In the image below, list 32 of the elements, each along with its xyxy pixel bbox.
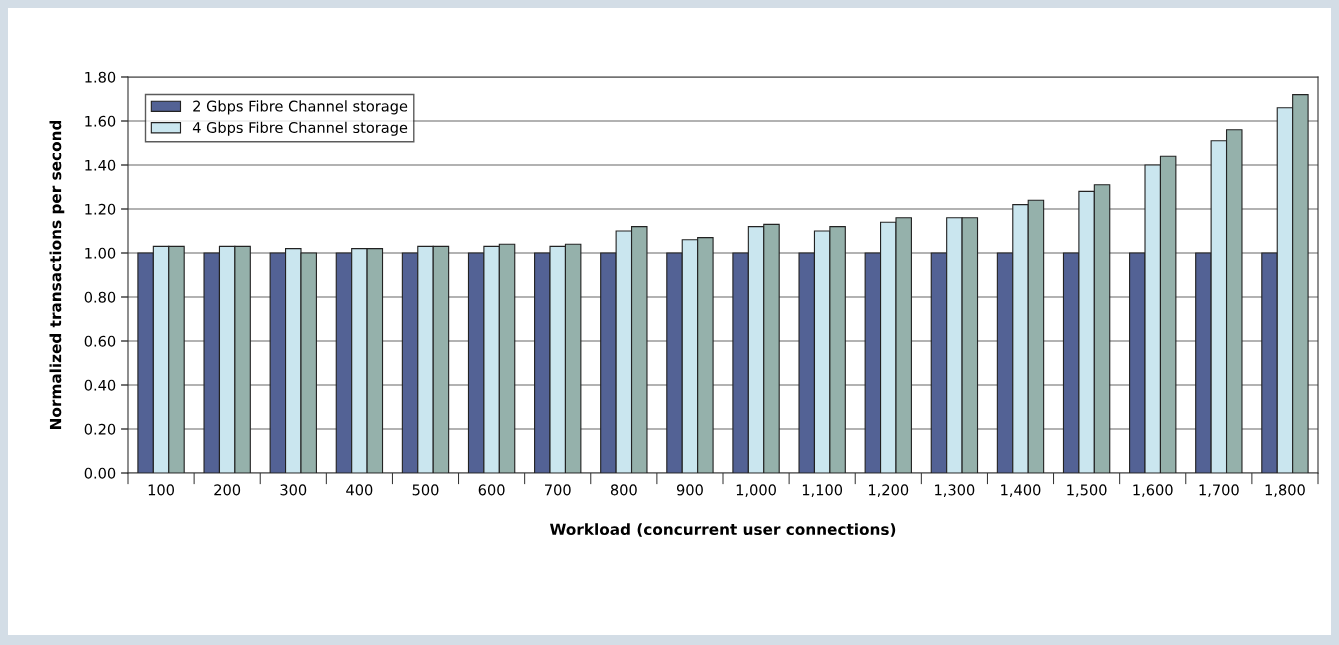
y-tick-label: 1.20 xyxy=(85,203,116,215)
x-tick-label: 1,500 xyxy=(1067,484,1107,497)
x-axis-title: Workload (concurrent user connections) xyxy=(549,523,896,537)
y-tick-label: 0.20 xyxy=(84,423,116,435)
x-tick-label: 100 xyxy=(148,484,174,496)
x-tick-label: 900 xyxy=(676,484,703,496)
x-tick-label: 1,200 xyxy=(869,484,909,497)
y-tick-label: 0.60 xyxy=(84,335,116,347)
x-tick-label: 1,000 xyxy=(736,484,776,497)
x-tick-label: 200 xyxy=(214,484,241,496)
y-tick-label: 0.40 xyxy=(84,379,116,391)
x-tick-label: 800 xyxy=(610,484,637,496)
x-tick-label: 1,800 xyxy=(1265,484,1305,497)
y-axis-title: Normalized transactions per second xyxy=(49,120,65,429)
x-tick-label: 500 xyxy=(412,484,439,496)
x-tick-label: 1,700 xyxy=(1199,484,1239,497)
y-tick-label: 1.40 xyxy=(85,159,116,171)
y-tick-label: 1.00 xyxy=(85,247,116,259)
x-tick-label: 1,100 xyxy=(802,484,843,497)
x-tick-label: 1,400 xyxy=(1001,484,1041,497)
x-tick-label: 1,300 xyxy=(935,484,975,497)
x-tick-label: 300 xyxy=(280,484,307,496)
x-tick-label: 600 xyxy=(478,484,505,496)
y-tick-label: 0.80 xyxy=(84,291,116,303)
legend-label: 2 Gbps Fibre Channel storage xyxy=(193,100,408,115)
legend-label: 4 Gbps Fibre Channel storage xyxy=(192,121,408,136)
y-tick-label: 1.80 xyxy=(85,71,116,83)
x-tick-label: 1,600 xyxy=(1133,484,1173,497)
x-tick-label: 400 xyxy=(346,484,373,496)
x-tick-label: 700 xyxy=(545,484,571,496)
y-tick-label: 0.00 xyxy=(84,467,116,479)
y-tick-label: 1.60 xyxy=(85,115,116,127)
